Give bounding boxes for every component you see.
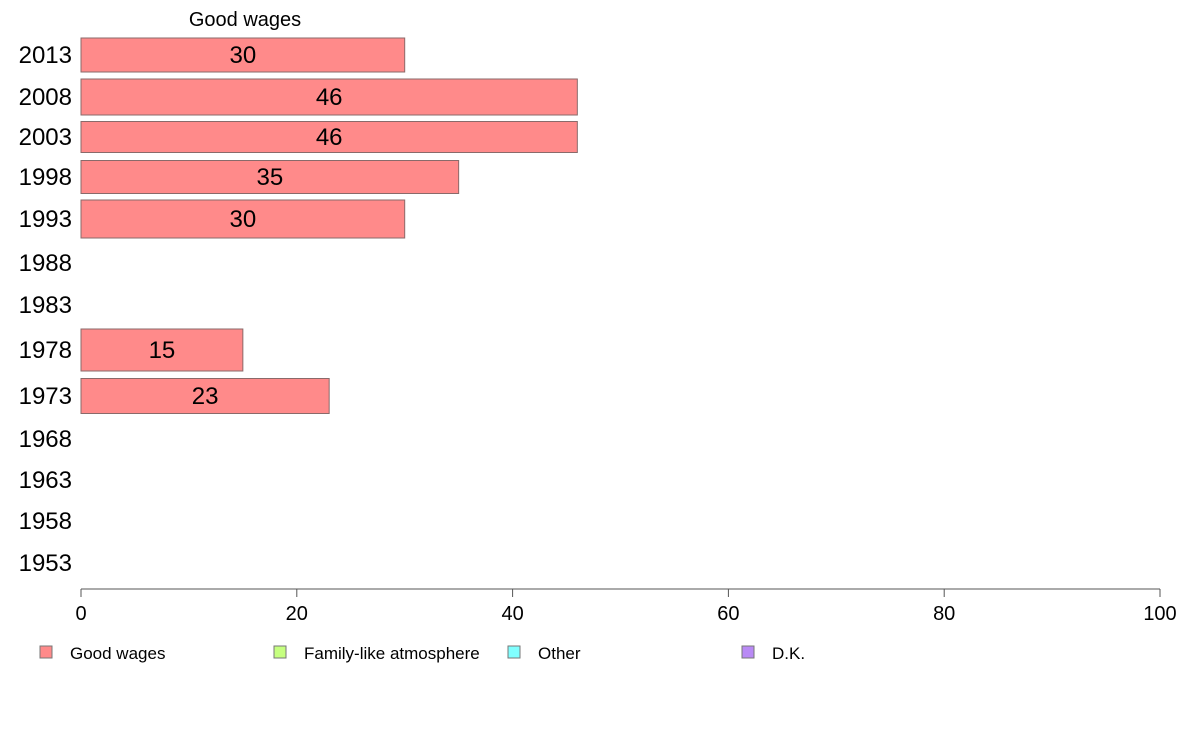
category-label: 1993	[19, 206, 72, 233]
category-label: 1958	[19, 508, 72, 535]
x-tick-label: 100	[1143, 603, 1176, 625]
category-label: 2013	[19, 42, 72, 69]
x-tick-label: 20	[286, 603, 308, 625]
category-label: 1963	[19, 467, 72, 494]
bar	[80, 328, 244, 372]
bar	[80, 37, 406, 73]
legend: Good wages Family-like atmosphere Other D.K…	[39, 644, 805, 663]
category-label: 1998	[19, 164, 72, 191]
category-label: 1983	[19, 292, 72, 319]
chart-title: Good wages	[189, 9, 301, 31]
bar-value-label: 15	[149, 337, 176, 364]
legend-swatch	[273, 645, 287, 659]
category-labels: 2013 2008 2003 1998 1993 1988 1983 1978 1973 1968…	[19, 42, 72, 577]
bar-value-label: 30	[229, 42, 256, 69]
category-label: 2008	[19, 84, 72, 111]
category-label: 1978	[19, 337, 72, 364]
legend-label: Other	[538, 644, 581, 663]
category-label: 1988	[19, 250, 72, 277]
category-label: 1973	[19, 383, 72, 410]
bar-value-label: 46	[316, 84, 343, 111]
x-axis: 0 20 40 60 80 100	[75, 588, 1177, 625]
bar-value-label: 46	[316, 124, 343, 151]
bar	[80, 121, 578, 153]
bar	[80, 199, 406, 239]
bar-value-label: 23	[192, 383, 219, 410]
legend-label: Family-like atmosphere	[304, 644, 480, 663]
bar	[80, 78, 578, 116]
legend-swatch	[741, 645, 755, 659]
legend-label: D.K.	[772, 644, 805, 663]
legend-label: Good wages	[70, 644, 165, 663]
category-label: 1968	[19, 426, 72, 453]
x-tick-label: 80	[933, 603, 955, 625]
legend-swatch	[507, 645, 521, 659]
category-label: 2003	[19, 124, 72, 151]
legend-swatch	[39, 645, 53, 659]
x-tick-label: 60	[717, 603, 739, 625]
bar	[80, 378, 330, 414]
x-tick-label: 0	[75, 603, 86, 625]
bar	[80, 160, 460, 194]
bar-value-label: 30	[229, 206, 256, 233]
category-label: 1953	[19, 550, 72, 577]
x-tick-label: 40	[501, 603, 523, 625]
bar-value-label: 35	[256, 164, 283, 191]
